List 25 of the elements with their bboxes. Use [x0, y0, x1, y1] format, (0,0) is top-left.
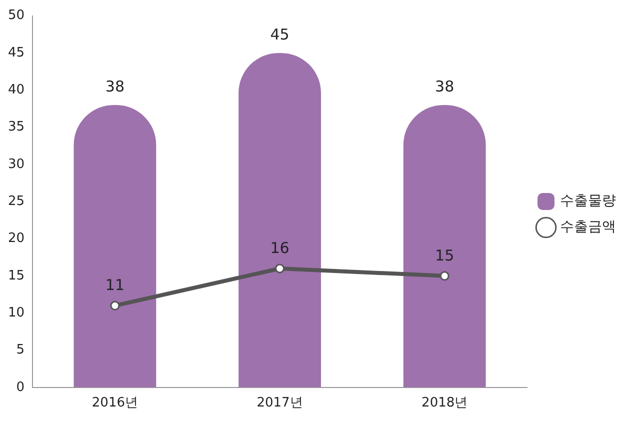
data-label: 38: [435, 77, 454, 96]
data-label: 38: [105, 77, 124, 96]
y-tick-label: 20: [8, 231, 25, 246]
y-tick-label: 45: [8, 45, 25, 60]
data-label: 16: [270, 238, 290, 257]
data-label: 11: [105, 276, 124, 294]
data-label: 15: [435, 246, 454, 264]
x-tick-label: 2016년: [92, 396, 138, 411]
legend-label: 수출물량: [560, 193, 616, 210]
x-tick-label: 2017년: [256, 396, 303, 411]
y-tick-label: 40: [8, 82, 25, 98]
y-tick-label: 35: [8, 120, 25, 135]
data-label: 45: [270, 25, 290, 44]
y-tick-label: 30: [8, 156, 25, 172]
y-tick-label: 10: [8, 305, 25, 320]
y-tick-label: 50: [8, 8, 25, 24]
y-tick-label: 0: [16, 380, 25, 395]
legend-label: 수출금액: [560, 219, 616, 236]
x-tick-label: 2018년: [422, 396, 468, 411]
y-tick-label: 15: [8, 268, 25, 284]
point: [275, 264, 285, 274]
point: [440, 271, 450, 281]
y-tick-label: 25: [8, 194, 25, 209]
y-tick-label: 5: [16, 342, 25, 358]
point: [110, 300, 120, 310]
